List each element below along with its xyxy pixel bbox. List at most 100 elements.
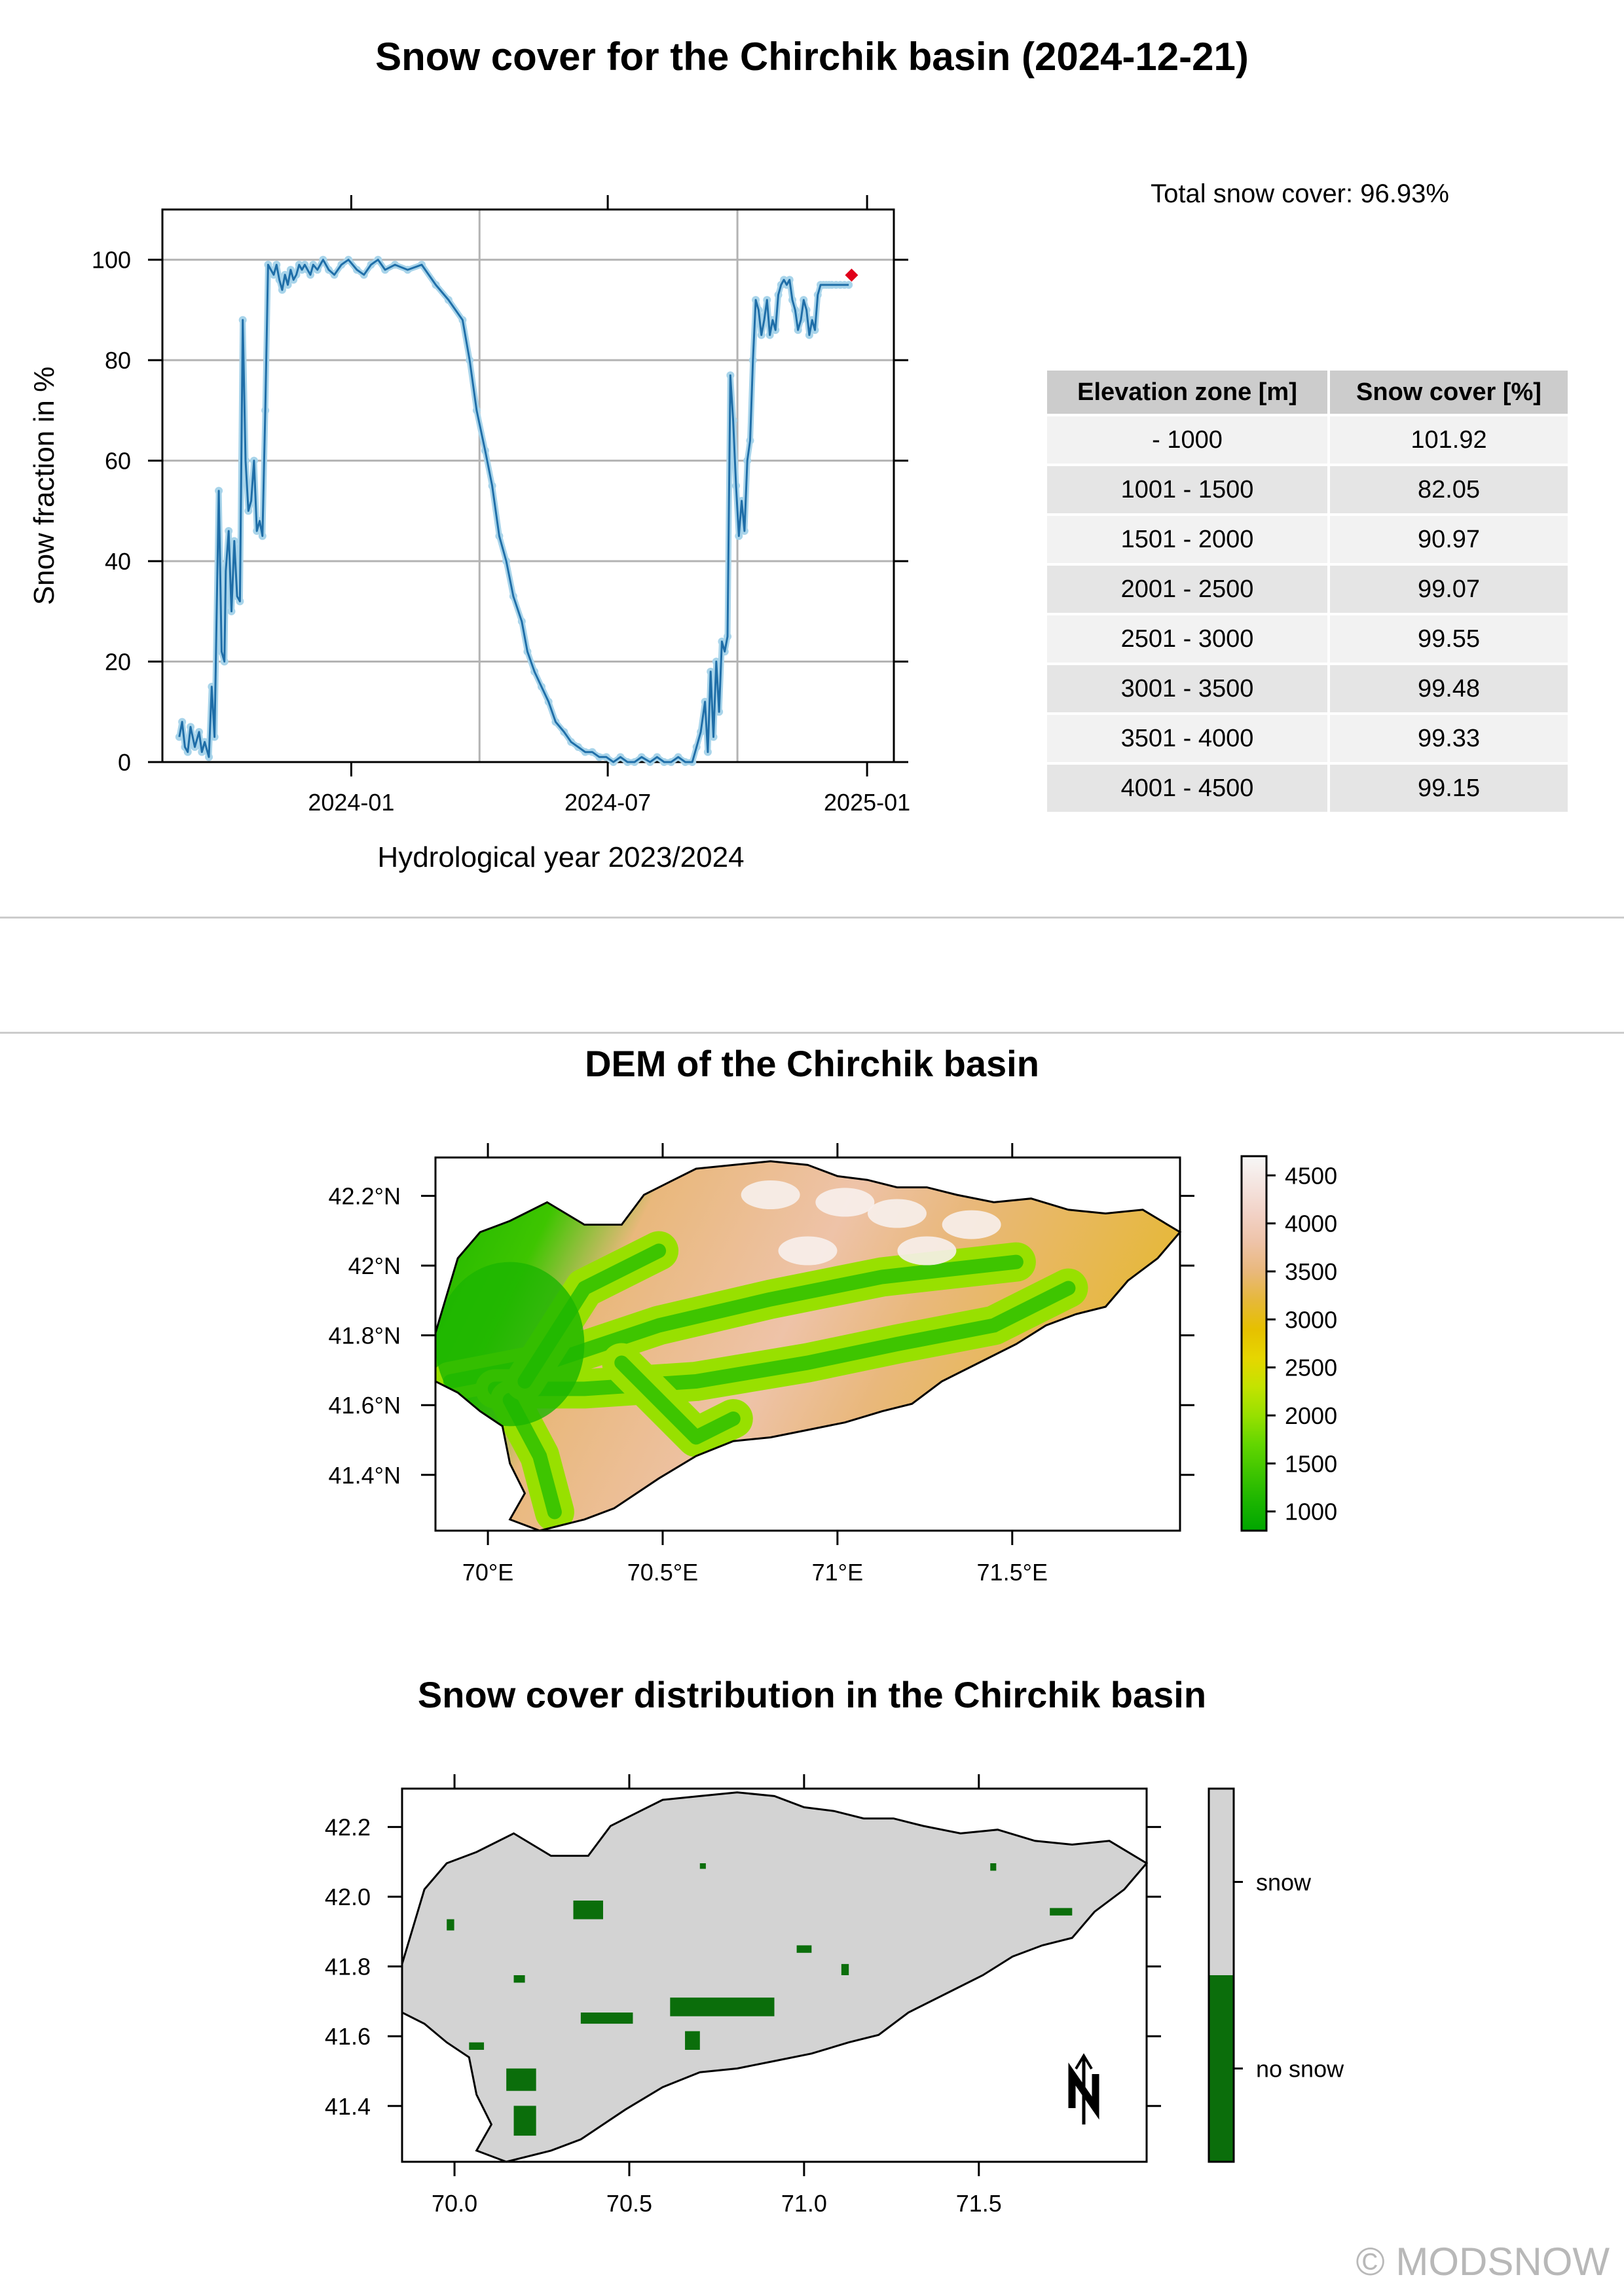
colorbar-label: 4500 bbox=[1285, 1162, 1337, 1189]
colorbar-label: 2500 bbox=[1285, 1355, 1337, 1381]
x-tick-label: 2024-07 bbox=[564, 789, 651, 816]
colorbar-label: 2000 bbox=[1285, 1402, 1337, 1429]
colorbar-label: 3000 bbox=[1285, 1306, 1337, 1333]
table-row: 2001 - 2500 99.07 bbox=[1047, 566, 1568, 613]
y-tick-label: 40 bbox=[105, 548, 131, 575]
basin-outline bbox=[434, 1160, 1182, 1532]
legend-frame bbox=[1208, 1787, 1235, 2163]
y-tick-label: 20 bbox=[105, 649, 131, 676]
total-snow-cover: Total snow cover: 96.93% bbox=[1151, 179, 1449, 208]
y-tick-label: 41.4°N bbox=[329, 1462, 401, 1489]
snow-fraction-line-chart: 2024-01 2024-07 2025-01 0 20 40 60 80 100 Hydrolo… bbox=[28, 195, 910, 873]
dem-map-title: DEM of the Chirchik basin bbox=[585, 1043, 1039, 1084]
legend-label: no snow bbox=[1256, 2056, 1344, 2083]
y-tick-label: 42°N bbox=[348, 1252, 401, 1279]
north-letter-icon bbox=[1068, 2062, 1099, 2120]
x-tick-label: 71°E bbox=[812, 1559, 863, 1586]
table-header-cell: Elevation zone [m] bbox=[1047, 371, 1327, 414]
table-cell: 1501 - 2000 bbox=[1047, 516, 1327, 563]
snow-raster bbox=[402, 1792, 1147, 2162]
no-snow-patch bbox=[573, 1901, 603, 1920]
data-point bbox=[845, 281, 853, 289]
table-row: - 1000 101.92 bbox=[1047, 416, 1568, 464]
colorbar-label: 4000 bbox=[1285, 1211, 1337, 1237]
legend-no-snow-swatch bbox=[1209, 1975, 1234, 2162]
data-point bbox=[175, 733, 183, 741]
no-snow-patch bbox=[469, 2042, 485, 2050]
y-tick-label: 41.6°N bbox=[329, 1392, 401, 1419]
y-tick-label: 41.8°N bbox=[329, 1322, 401, 1349]
colorbar-label: 1500 bbox=[1285, 1450, 1337, 1477]
table-cell: 3001 - 3500 bbox=[1047, 665, 1327, 712]
table-row: 1501 - 2000 90.97 bbox=[1047, 516, 1568, 563]
elevation-zone-table: Elevation zone [m] Snow cover [%] - 1000 1… bbox=[1044, 368, 1570, 814]
map-frame bbox=[434, 1156, 1181, 1532]
no-snow-patch bbox=[796, 1945, 812, 1953]
no-snow-patch bbox=[580, 2013, 633, 2024]
table-cell: 2501 - 3000 bbox=[1047, 615, 1327, 663]
table-cell: 99.48 bbox=[1330, 665, 1568, 712]
y-tick-label: 41.6 bbox=[325, 2023, 371, 2050]
high-peak-area bbox=[815, 1188, 875, 1217]
current-value-marker bbox=[845, 268, 858, 282]
table-header-cell: Snow cover [%] bbox=[1330, 371, 1568, 414]
x-tick-label: 70.5°E bbox=[627, 1559, 698, 1586]
no-snow-patch bbox=[699, 1863, 706, 1869]
legend-snow-swatch bbox=[1209, 1789, 1234, 1975]
plot-frame bbox=[161, 208, 895, 763]
x-tick-label: 70.5 bbox=[606, 2190, 652, 2217]
x-tick-label: 70°E bbox=[462, 1559, 513, 1586]
dem-raster bbox=[435, 1161, 1180, 1531]
snow-cover-map: 70.0 70.5 71.0 71.5 42.2 42.0 41.8 41.6 41.4 snow… bbox=[325, 1774, 1344, 2217]
table-header-row: Elevation zone [m] Snow cover [%] bbox=[1047, 371, 1568, 414]
x-tick-label: 70.0 bbox=[432, 2190, 477, 2217]
page-title: Snow cover for the Chirchik basin (2024-… bbox=[375, 35, 1249, 79]
no-snow-patch bbox=[685, 2031, 700, 2050]
x-tick-label: 71.5 bbox=[956, 2190, 1002, 2217]
y-tick-label: 41.4 bbox=[325, 2093, 371, 2120]
table-cell: 99.07 bbox=[1330, 566, 1568, 613]
no-snow-patch bbox=[506, 2068, 536, 2091]
x-tick-label: 2025-01 bbox=[824, 789, 910, 816]
no-snow-patch bbox=[990, 1863, 997, 1871]
x-tick-label: 2024-01 bbox=[308, 789, 394, 816]
map-frame bbox=[401, 1787, 1148, 2163]
y-tick-label: 42.2°N bbox=[329, 1183, 401, 1210]
y-tick-label: 42.2 bbox=[325, 1814, 371, 1841]
copyright-text: © MODSNOW bbox=[1356, 2240, 1610, 2284]
y-tick-label: 80 bbox=[105, 347, 131, 374]
table-cell: 1001 - 1500 bbox=[1047, 466, 1327, 513]
y-tick-label: 100 bbox=[92, 247, 131, 274]
valley-floor bbox=[614, 1355, 741, 1445]
high-peak-area bbox=[867, 1199, 927, 1228]
table-cell: 99.15 bbox=[1330, 765, 1568, 812]
high-peak-area bbox=[778, 1236, 838, 1266]
table-row: 2501 - 3000 99.55 bbox=[1047, 615, 1568, 663]
y-axis-label: Snow fraction in % bbox=[28, 367, 60, 605]
dem-colorbar bbox=[1240, 1155, 1268, 1532]
table-cell: 2001 - 2500 bbox=[1047, 566, 1327, 613]
table-row: 1001 - 1500 82.05 bbox=[1047, 466, 1568, 513]
valley-floor bbox=[487, 1281, 1076, 1396]
x-axis-label: Hydrological year 2023/2024 bbox=[377, 841, 744, 873]
table-cell: 101.92 bbox=[1330, 416, 1568, 464]
section-divider bbox=[0, 917, 1624, 919]
y-tick-label: 42.0 bbox=[325, 1884, 371, 1910]
no-snow-patch bbox=[513, 2105, 536, 2136]
basin-outline bbox=[401, 1791, 1149, 2163]
table-row: 3001 - 3500 99.48 bbox=[1047, 665, 1568, 712]
table-row: 3501 - 4000 99.33 bbox=[1047, 715, 1568, 762]
no-snow-patch bbox=[737, 2068, 745, 2087]
table-cell: 3501 - 4000 bbox=[1047, 715, 1327, 762]
series-halo bbox=[176, 257, 849, 765]
dem-map: 70°E 70.5°E 71°E 71.5°E 42.2°N 42°N 41.8°N 41.6… bbox=[329, 1143, 1337, 1586]
high-peak-area bbox=[741, 1180, 800, 1209]
series-line bbox=[178, 259, 849, 763]
north-arrow-head-icon bbox=[1075, 2053, 1093, 2070]
high-peak-area bbox=[897, 1236, 957, 1266]
table-row: 4001 - 4500 99.15 bbox=[1047, 765, 1568, 812]
no-snow-patch bbox=[1050, 1908, 1073, 1916]
no-snow-patch bbox=[841, 1963, 849, 1975]
y-tick-label: 41.8 bbox=[325, 1954, 371, 1980]
x-tick-label: 71.0 bbox=[781, 2190, 827, 2217]
